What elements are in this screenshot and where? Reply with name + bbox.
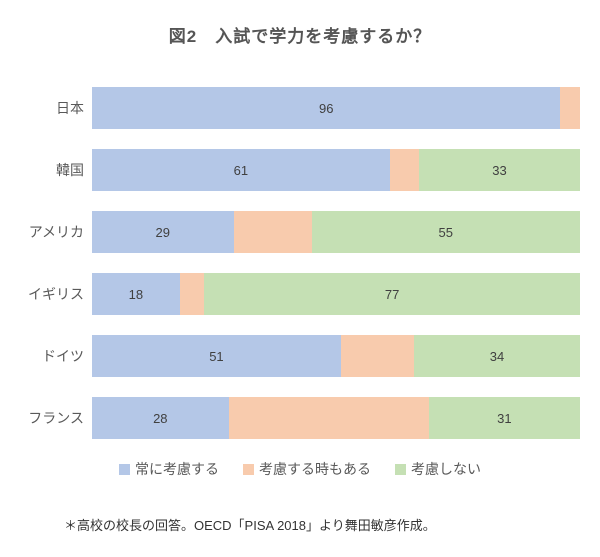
stacked-bar-chart: 日本 96 韓国 61 33 アメリカ 29 55 イギリス 18 77 ドイツ 51 34 フランス 28 3… xyxy=(0,87,600,439)
source-footnote: ＊高校の校長の回答。OECD「PISA 2018」より舞田敏彦作成。 xyxy=(64,518,436,533)
category-label: ドイツ xyxy=(42,348,84,364)
category-label: 日本 xyxy=(56,100,84,116)
legend-item-always: 常に考慮する xyxy=(119,459,219,479)
bar-row: ドイツ 51 34 xyxy=(8,335,600,377)
bar-segment-sometimes xyxy=(389,149,419,191)
value-label: 61 xyxy=(233,162,249,178)
bar-row: フランス 28 31 xyxy=(8,397,600,439)
bar-segment-always: 61 xyxy=(92,149,390,191)
value-label: 28 xyxy=(153,410,168,426)
value-label: 31 xyxy=(497,410,512,426)
bar-segment-never: 77 xyxy=(204,273,580,315)
bar-track: 28 31 xyxy=(92,397,580,439)
bar-segment-never: 33 xyxy=(418,149,580,191)
value-label: 77 xyxy=(384,286,400,302)
bar-track: 29 55 xyxy=(92,211,580,253)
bar-row: 日本 96 xyxy=(8,87,600,129)
value-label: 18 xyxy=(128,286,144,302)
bar-segment-never: 34 xyxy=(414,335,580,377)
bar-track: 18 77 xyxy=(92,273,580,315)
value-label: 34 xyxy=(489,348,505,364)
value-label: 96 xyxy=(319,100,334,116)
chart-title: 図2 入試で学力を考慮するか？ xyxy=(168,27,432,46)
legend-item-sometimes: 考慮する時もある xyxy=(243,459,371,479)
bar-segment-sometimes xyxy=(228,397,429,439)
legend-label: 考慮しない xyxy=(411,461,481,477)
bar-segment-always: 96 xyxy=(92,87,561,129)
bar-segment-sometimes xyxy=(179,273,205,315)
category-label: 韓国 xyxy=(56,162,84,178)
legend: 常に考慮する 考慮する時もある 考慮しない xyxy=(0,459,600,479)
bar-segment-sometimes xyxy=(560,87,580,129)
value-label: 33 xyxy=(492,162,507,178)
category-label: アメリカ xyxy=(28,224,84,240)
bar-segment-always: 51 xyxy=(92,335,341,377)
value-label: 51 xyxy=(209,348,224,364)
bar-track: 61 33 xyxy=(92,149,580,191)
bar-segment-never: 31 xyxy=(428,397,580,439)
legend-swatch-icon xyxy=(243,463,254,475)
bar-row: イギリス 18 77 xyxy=(8,273,600,315)
category-label: イギリス xyxy=(28,286,84,302)
value-label: 55 xyxy=(438,224,454,240)
legend-item-never: 考慮しない xyxy=(395,459,481,479)
bar-segment-never: 55 xyxy=(311,211,580,253)
bar-segment-sometimes xyxy=(340,335,415,377)
bar-segment-always: 28 xyxy=(92,397,229,439)
legend-label: 考慮する時もある xyxy=(259,461,371,477)
bar-segment-always: 18 xyxy=(92,273,180,315)
legend-swatch-icon xyxy=(119,463,130,475)
bar-track: 96 xyxy=(92,87,580,129)
category-label: フランス xyxy=(28,410,84,426)
bar-segment-sometimes xyxy=(233,211,312,253)
bar-track: 51 34 xyxy=(92,335,580,377)
bar-row: 韓国 61 33 xyxy=(8,149,600,191)
legend-swatch-icon xyxy=(395,463,406,475)
bar-row: アメリカ 29 55 xyxy=(8,211,600,253)
legend-label: 常に考慮する xyxy=(135,461,219,477)
bar-rows: 日本 96 韓国 61 33 アメリカ 29 55 イギリス 18 77 ドイツ 51 34 フランス 28 3… xyxy=(8,87,600,439)
bar-segment-always: 29 xyxy=(92,211,234,253)
value-label: 29 xyxy=(155,224,170,240)
